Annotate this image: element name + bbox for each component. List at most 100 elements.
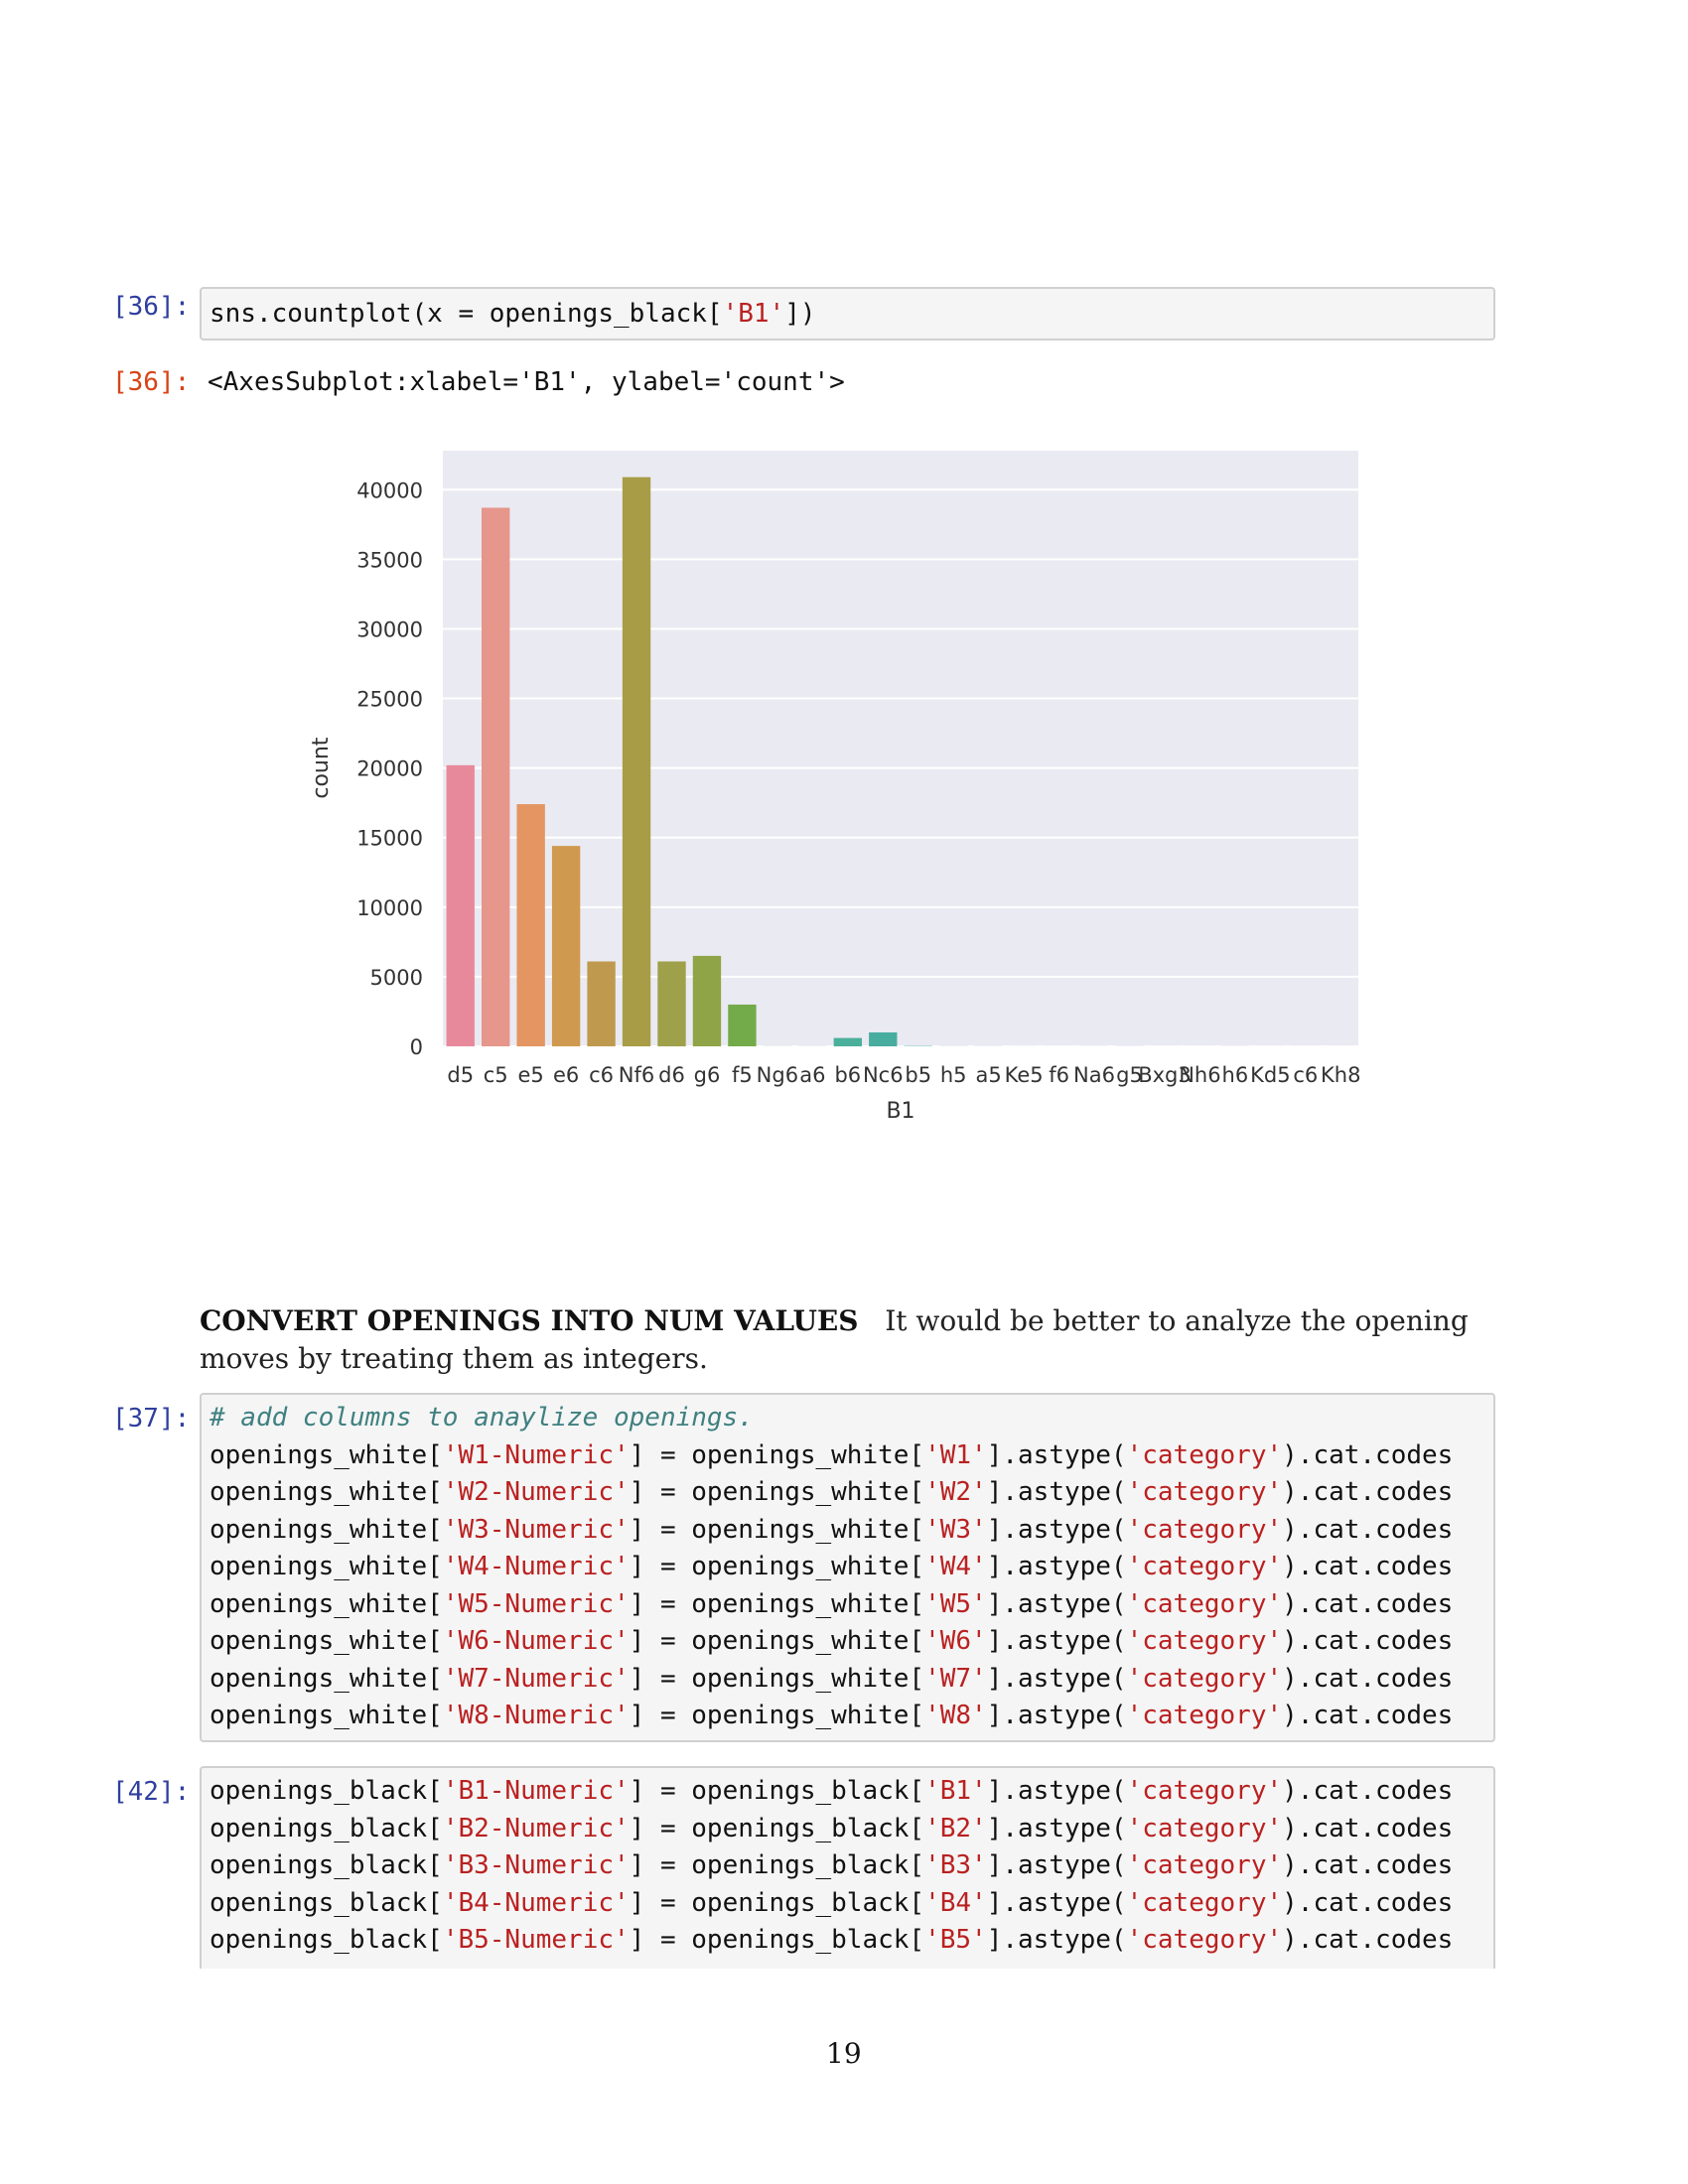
x-tick-label: e6 <box>553 1063 579 1087</box>
code-token: ] = openings_black[ <box>629 1925 925 1955</box>
code-string: 'B5' <box>924 1925 987 1955</box>
cell-36-output-prompt: [36]: <box>112 367 191 397</box>
x-tick-label: b5 <box>905 1063 931 1087</box>
code-line: sns.countplot(x = openings_black['B1']) <box>202 289 1493 339</box>
code-token: ).cat.codes <box>1282 1514 1454 1545</box>
code-string: 'W8' <box>924 1701 987 1730</box>
code-token: openings_white[ <box>210 1552 443 1581</box>
code-token: ] = openings_white[ <box>629 1626 925 1656</box>
code-token: openings_black[ <box>210 1776 443 1806</box>
code-string: 'W4' <box>924 1552 987 1581</box>
cell-37-input[interactable]: # add columns to anaylize openings. openi… <box>200 1393 1495 1742</box>
x-tick-label: g5 <box>1116 1063 1143 1087</box>
code-token: ].astype( <box>986 1626 1127 1656</box>
code-string: 'W6' <box>924 1626 987 1656</box>
code-token: ].astype( <box>986 1514 1127 1545</box>
code-token: ] = openings_black[ <box>629 1776 925 1806</box>
code-token: ).cat.codes <box>1282 1626 1454 1656</box>
bar <box>446 764 475 1046</box>
code-token: ).cat.codes <box>1282 1850 1454 1880</box>
code-line: # add columns to anaylize openings. <box>210 1400 1493 1437</box>
code-token: ).cat.codes <box>1282 1439 1454 1470</box>
code-string: 'B2-Numeric' <box>442 1813 630 1843</box>
code-string: 'W2-Numeric' <box>442 1477 630 1507</box>
y-tick-label: 0 <box>410 1035 423 1059</box>
code-token: ].astype( <box>986 1887 1127 1918</box>
code-token: openings_white[ <box>210 1701 443 1730</box>
code-string: 'W5-Numeric' <box>442 1588 630 1619</box>
code-line: openings_black['B1-Numeric'] = openings_… <box>210 1773 1493 1811</box>
code-token: ] = openings_white[ <box>629 1663 925 1694</box>
code-line: openings_white['W4-Numeric'] = openings_… <box>210 1549 1493 1586</box>
code-token: openings_black[ <box>210 1813 443 1843</box>
cell-42-code: openings_black['B1-Numeric'] = openings_… <box>202 1773 1493 1960</box>
x-tick-label: Ke5 <box>1005 1063 1044 1087</box>
code-string: 'category' <box>1126 1588 1283 1619</box>
code-token: openings_white[ <box>210 1626 443 1656</box>
code-token: ).cat.codes <box>1282 1552 1454 1581</box>
x-tick-label: Nh6 <box>1179 1063 1220 1087</box>
code-token: ] = openings_black[ <box>629 1887 925 1918</box>
x-tick-label: Ng6 <box>757 1063 798 1087</box>
x-tick-label: Kh8 <box>1321 1063 1360 1087</box>
x-tick-label: d6 <box>658 1063 685 1087</box>
code-string: 'category' <box>1126 1701 1283 1730</box>
code-token: ].astype( <box>986 1925 1127 1955</box>
y-tick-label: 30000 <box>356 617 423 641</box>
code-line: openings_white['W6-Numeric'] = openings_… <box>210 1623 1493 1661</box>
cell-36-input-prompt: [36]: <box>112 292 191 322</box>
code-token: ].astype( <box>986 1588 1127 1619</box>
code-string: 'W6-Numeric' <box>442 1626 630 1656</box>
code-string: 'category' <box>1126 1813 1283 1843</box>
code-string: 'category' <box>1126 1850 1283 1880</box>
code-comment: # add columns to anaylize openings. <box>210 1403 754 1433</box>
cell-42-input[interactable]: openings_black['B1-Numeric'] = openings_… <box>200 1766 1495 1969</box>
countplot-chart: 0 5000 10000 15000 20000 25000 30000 35000 40000… <box>309 451 1360 1124</box>
code-string: 'category' <box>1126 1626 1283 1656</box>
x-tick-label: g6 <box>694 1063 721 1087</box>
code-string: 'W3-Numeric' <box>442 1514 630 1545</box>
code-token: ] = openings_white[ <box>629 1588 925 1619</box>
section-text: It would be better to analyze the openin… <box>200 1304 1469 1375</box>
code-token: ].astype( <box>986 1663 1127 1694</box>
x-tick-label: Kd5 <box>1250 1063 1290 1087</box>
section-heading: CONVERT OPENINGS INTO NUM VALUES <box>200 1304 859 1337</box>
x-tick-label: Na6 <box>1073 1063 1115 1087</box>
bar <box>551 846 581 1046</box>
code-string: 'B1' <box>924 1776 987 1806</box>
x-tick-label: f6 <box>1049 1063 1069 1087</box>
code-token: ].astype( <box>986 1776 1127 1806</box>
code-token: ]) <box>784 299 816 329</box>
code-token: ] = openings_black[ <box>629 1813 925 1843</box>
code-token: ] = openings_white[ <box>629 1439 925 1470</box>
bar <box>692 955 722 1046</box>
code-token: ] = openings_white[ <box>629 1514 925 1545</box>
bar <box>516 804 545 1046</box>
code-string: 'category' <box>1126 1887 1283 1918</box>
code-token: ].astype( <box>986 1552 1127 1581</box>
code-line: openings_black['B2-Numeric'] = openings_… <box>210 1811 1493 1848</box>
code-line: openings_white['W8-Numeric'] = openings_… <box>210 1698 1493 1735</box>
code-line: openings_white['W1-Numeric'] = openings_… <box>210 1437 1493 1475</box>
code-string: 'B1' <box>722 299 785 329</box>
code-string: 'B4-Numeric' <box>442 1887 630 1918</box>
cell-36-input[interactable]: sns.countplot(x = openings_black['B1']) <box>200 287 1495 341</box>
code-line: openings_white['W3-Numeric'] = openings_… <box>210 1512 1493 1550</box>
code-token: ].astype( <box>986 1439 1127 1470</box>
plot-area: 0 5000 10000 15000 20000 25000 30000 35000 40000… <box>309 451 1360 1124</box>
code-string: 'W1-Numeric' <box>442 1439 630 1470</box>
code-token: openings_black[ <box>210 1925 443 1955</box>
bar <box>869 1031 898 1046</box>
y-tick-label: 40000 <box>356 478 423 502</box>
bar <box>622 477 651 1046</box>
code-token: openings_black[ <box>210 1887 443 1918</box>
x-tick-label: c5 <box>484 1063 508 1087</box>
x-tick-label: Bxg3 <box>1138 1063 1192 1087</box>
code-token: ).cat.codes <box>1282 1813 1454 1843</box>
code-token: ).cat.codes <box>1282 1701 1454 1730</box>
bar <box>728 1004 757 1046</box>
plot-background <box>443 451 1358 1046</box>
page-number: 19 <box>826 2037 862 2070</box>
code-string: 'W1' <box>924 1439 987 1470</box>
code-string: 'category' <box>1126 1925 1283 1955</box>
